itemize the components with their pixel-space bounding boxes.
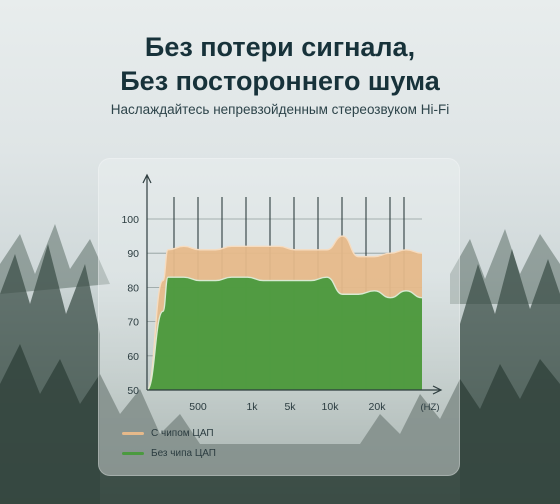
area-series-1 <box>147 277 422 390</box>
x-axis-arrow <box>432 385 443 395</box>
y-tick-label-50: 50 <box>127 385 139 397</box>
title-line-2: Без постороннего шума <box>120 66 440 96</box>
page-subtitle: Наслаждайтесь непревзойденным стереозвук… <box>110 102 450 117</box>
label-layer: 100 90 80 70 60 50 500 1k 5k 10k 20k (HZ) <box>121 214 439 413</box>
area-layer <box>146 235 423 391</box>
line-series-0 <box>146 235 423 391</box>
y-axis-arrow <box>142 173 152 184</box>
x-tick-label-5k: 5k <box>284 401 296 413</box>
y-tick-label-90: 90 <box>127 248 139 260</box>
x-tick-label-1k: 1k <box>246 401 258 413</box>
y-tick-label-80: 80 <box>127 282 139 294</box>
forest-background <box>0 224 560 504</box>
line-series-1 <box>146 276 423 391</box>
x-tick-label-10k: 10k <box>322 401 340 413</box>
x-tick-label-20k: 20k <box>369 401 387 413</box>
x-unit-label: (HZ) <box>421 402 440 413</box>
y-tick-label-60: 60 <box>127 351 139 363</box>
legend-item-with-dac: С чипом ЦАП <box>122 423 216 443</box>
legend-swatch-without-dac <box>122 451 144 455</box>
x-tick-label-500: 500 <box>189 401 207 413</box>
y-tick-label-70: 70 <box>127 317 139 329</box>
legend-label-without-dac: Без чипа ЦАП <box>151 447 216 459</box>
legend-swatch-with-dac <box>122 431 144 435</box>
y-tick-label-100: 100 <box>121 214 139 226</box>
chart-legend: С чипом ЦАП Без чипа ЦАП <box>122 423 216 463</box>
legend-label-with-dac: С чипом ЦАП <box>151 427 214 439</box>
title-line-1: Без потери сигнала, <box>144 32 416 62</box>
page-title: Без потери сигнала, Без постороннего шум… <box>0 30 560 98</box>
axis-layer <box>142 173 443 395</box>
legend-item-without-dac: Без чипа ЦАП <box>122 443 216 463</box>
